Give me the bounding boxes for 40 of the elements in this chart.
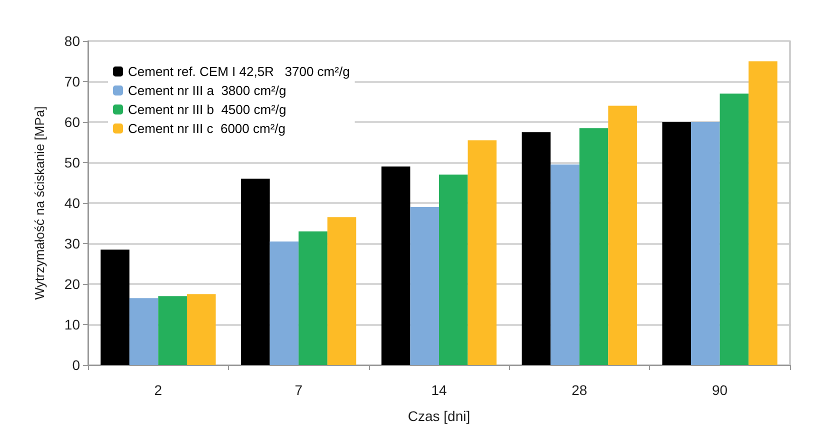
bar: [522, 132, 551, 365]
bar: [241, 178, 270, 365]
legend-label: Cement nr III c 6000 cm²/g: [128, 121, 286, 136]
bar: [158, 296, 187, 365]
y-tick-label: 20: [64, 276, 80, 292]
bar: [298, 231, 328, 365]
y-tick-label: 50: [64, 154, 80, 170]
bar: [381, 166, 410, 365]
bar: [608, 106, 637, 365]
bar: [100, 250, 130, 365]
bar: [468, 140, 497, 365]
y-tick-label: 10: [64, 316, 80, 332]
legend-label: Cement nr III b 4500 cm²/g: [128, 102, 286, 117]
bar: [662, 122, 692, 365]
x-tick-label: 90: [712, 382, 728, 398]
bar: [720, 94, 749, 365]
legend-label: Cement nr III a 3800 cm²/g: [128, 83, 286, 98]
bar: [129, 298, 158, 365]
x-tick-label: 14: [431, 382, 447, 398]
bar: [186, 294, 216, 365]
bar: [327, 217, 356, 365]
bar: [579, 128, 608, 365]
bar: [691, 122, 720, 365]
y-axis-title: Wytrzymałość na ściskanie [MPa]: [32, 106, 47, 300]
y-tick-label: 30: [64, 236, 80, 252]
x-axis-title: Czas [dni]: [408, 408, 470, 424]
x-tick-label: 2: [154, 382, 162, 398]
y-tick-label: 0: [72, 357, 80, 373]
bar: [410, 207, 439, 365]
y-tick-label: 70: [64, 74, 80, 90]
bar: [550, 164, 580, 365]
x-tick-label: 7: [294, 382, 303, 398]
x-tick-label: 28: [572, 382, 588, 398]
bar: [439, 174, 468, 365]
y-tick-label: 60: [64, 114, 80, 130]
y-tick-label: 80: [64, 33, 80, 49]
legend-label: Cement ref. CEM I 42,5R 3700 cm²/g: [128, 64, 350, 79]
bar: [270, 241, 299, 365]
bar: [748, 61, 778, 365]
y-tick-label: 40: [64, 195, 80, 211]
